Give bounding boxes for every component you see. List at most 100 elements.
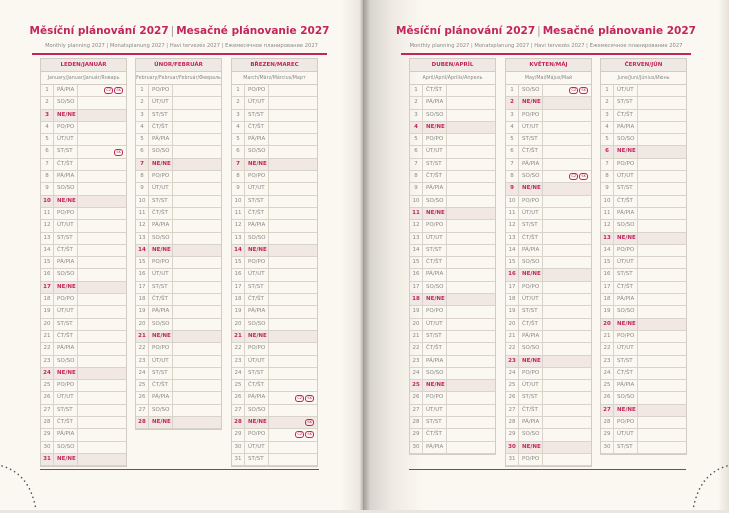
day-row[interactable]: 14 ST/ST <box>410 244 495 258</box>
note-field[interactable] <box>269 245 317 256</box>
note-field[interactable] <box>173 331 221 342</box>
day-row[interactable]: 29 PÁ/PIA <box>41 429 126 442</box>
note-field[interactable] <box>447 134 495 145</box>
note-field[interactable] <box>173 245 221 256</box>
day-row[interactable]: 24 ČT/ŠT <box>601 367 686 381</box>
day-row[interactable]: 6 SO/SO <box>136 146 221 159</box>
note-field[interactable] <box>269 196 317 207</box>
day-row[interactable]: 24 NE/NE <box>41 367 126 381</box>
day-row[interactable]: 5 ÚT/UT <box>41 134 126 147</box>
day-row[interactable]: 22 SO/SO <box>506 343 591 356</box>
note-field[interactable] <box>269 442 317 453</box>
note-field[interactable] <box>78 380 126 391</box>
day-row[interactable]: 22 PO/PO <box>136 343 221 356</box>
day-row[interactable]: 29 ÚT/UT <box>601 429 686 442</box>
day-row[interactable]: 10 SO/SO <box>410 195 495 208</box>
note-field[interactable] <box>269 257 317 268</box>
day-row[interactable]: 28 ST/ST <box>410 417 495 430</box>
note-field[interactable]: CZ SK <box>543 85 591 96</box>
day-row[interactable]: 19 ST/ST <box>506 306 591 319</box>
day-row[interactable]: 16 NE/NE <box>506 269 591 282</box>
day-row[interactable]: 23 SO/SO <box>41 355 126 368</box>
day-row[interactable]: 18 ČT/ŠT <box>232 294 317 307</box>
note-field[interactable] <box>638 220 686 231</box>
day-row[interactable]: 16 SO/SO <box>41 269 126 282</box>
day-row[interactable]: 3 SO/SO <box>410 109 495 122</box>
day-row[interactable]: 3 NE/NE <box>41 109 126 122</box>
day-row[interactable]: 4 PÁ/PIA <box>601 121 686 135</box>
day-row[interactable]: 12 PÁ/PIA <box>232 220 317 233</box>
day-row[interactable]: 31 ST/ST <box>232 453 317 467</box>
note-field[interactable] <box>447 429 495 440</box>
note-field[interactable] <box>447 442 495 453</box>
note-field[interactable] <box>78 171 126 182</box>
note-field[interactable] <box>173 233 221 244</box>
note-field[interactable] <box>173 319 221 330</box>
day-row[interactable]: 20 NE/NE <box>601 318 686 331</box>
day-row[interactable]: 1 ČT/ŠT <box>410 85 495 98</box>
day-row[interactable]: 26 PÁ/PIA <box>136 392 221 405</box>
day-row[interactable]: 22 ČT/ŠT <box>410 343 495 356</box>
note-field[interactable] <box>543 110 591 121</box>
day-row[interactable]: 2 ÚT/UT <box>232 97 317 110</box>
note-field[interactable] <box>78 245 126 256</box>
day-row[interactable]: 28 ČT/ŠT <box>41 417 126 430</box>
note-field[interactable] <box>447 110 495 121</box>
note-field[interactable] <box>638 343 686 354</box>
note-field[interactable] <box>447 282 495 293</box>
day-row[interactable]: 9 ST/ST <box>601 183 686 196</box>
day-row[interactable]: 8 PO/PO <box>232 171 317 184</box>
day-row[interactable]: 23 PÁ/PIA <box>410 355 495 368</box>
note-field[interactable] <box>173 196 221 207</box>
day-row[interactable]: 8 ÚT/UT <box>601 171 686 184</box>
note-field[interactable] <box>78 269 126 280</box>
day-row[interactable]: 26 ÚT/UT <box>41 392 126 405</box>
note-field[interactable] <box>173 85 221 96</box>
note-field[interactable] <box>447 159 495 170</box>
day-row[interactable]: 19 PÁ/PIA <box>232 306 317 319</box>
day-row[interactable]: 20 ÚT/UT <box>410 318 495 331</box>
day-row[interactable]: 6 ČT/ŠT <box>506 146 591 159</box>
note-field[interactable] <box>269 454 317 465</box>
note-field[interactable] <box>447 245 495 256</box>
note-field[interactable] <box>638 331 686 342</box>
note-field[interactable] <box>447 220 495 231</box>
day-row[interactable]: 29 SO/SO <box>506 429 591 442</box>
note-field[interactable] <box>78 122 126 133</box>
note-field[interactable] <box>269 122 317 133</box>
note-field[interactable] <box>78 331 126 342</box>
note-field[interactable] <box>173 343 221 354</box>
day-row[interactable]: 18 PÁ/PIA <box>601 294 686 307</box>
note-field[interactable] <box>638 85 686 96</box>
note-field[interactable] <box>447 319 495 330</box>
note-field[interactable] <box>269 183 317 194</box>
day-row[interactable]: 21 PÁ/PIA <box>506 330 591 344</box>
note-field[interactable] <box>173 159 221 170</box>
note-field[interactable] <box>173 294 221 305</box>
day-row[interactable]: 8 SO/SO CZ SK <box>506 171 591 184</box>
day-row[interactable]: 6 ÚT/UT <box>410 146 495 159</box>
note-field[interactable] <box>543 306 591 317</box>
note-field[interactable] <box>447 97 495 108</box>
day-row[interactable]: 12 SO/SO <box>601 220 686 233</box>
note-field[interactable] <box>638 208 686 219</box>
note-field[interactable] <box>78 208 126 219</box>
day-row[interactable]: 23 NE/NE <box>506 355 591 368</box>
day-row[interactable]: 6 ST/ST SK <box>41 146 126 159</box>
note-field[interactable] <box>269 356 317 367</box>
day-row[interactable]: 14 NE/NE <box>136 244 221 258</box>
day-row[interactable]: 28 PO/PO <box>601 417 686 430</box>
day-row[interactable]: 2 ST/ST <box>601 97 686 110</box>
day-row[interactable]: 4 ČT/ŠT <box>232 121 317 135</box>
note-field[interactable] <box>269 171 317 182</box>
day-row[interactable]: 7 ST/ST <box>410 158 495 172</box>
day-row[interactable]: 22 ÚT/UT <box>601 343 686 356</box>
note-field[interactable] <box>78 257 126 268</box>
note-field[interactable] <box>543 269 591 280</box>
note-field[interactable] <box>269 368 317 379</box>
day-row[interactable]: 23 ST/ST <box>601 355 686 368</box>
note-field[interactable] <box>638 392 686 403</box>
day-row[interactable]: 5 PÁ/PIA <box>232 134 317 147</box>
note-field[interactable] <box>78 282 126 293</box>
note-field[interactable] <box>173 146 221 157</box>
